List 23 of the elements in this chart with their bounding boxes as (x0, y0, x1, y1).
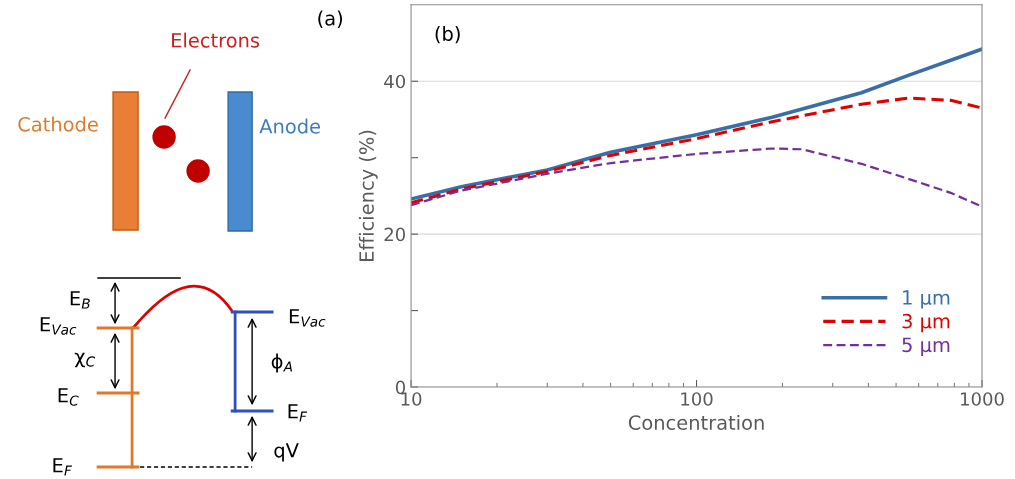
annotation: (b) (435, 25, 460, 44)
legend-label: 3 μm (902, 313, 950, 333)
legend-label: 5 μm (902, 337, 950, 356)
text: E$_{F}$ (53, 458, 72, 476)
text: Electrons (172, 32, 260, 48)
text: E$_{Vac}$ (40, 317, 77, 335)
text: E$_{B}$ (70, 291, 90, 309)
text: E$_{Vac}$ (289, 309, 326, 327)
text: E$_{F}$ (288, 404, 308, 422)
legend-label: 1 μm (903, 290, 950, 309)
text: qV (274, 443, 299, 462)
x-tick-label: 100 (681, 392, 713, 406)
text: χ$_{C}$ (74, 352, 96, 368)
text: E$_{C}$ (58, 388, 79, 406)
x-axis-title: Concentration (628, 414, 764, 430)
y-axis-title: Efficiency (%) (358, 130, 378, 261)
text: (a) (318, 10, 343, 28)
text: Anode (259, 118, 321, 134)
text: Cathode (18, 116, 98, 132)
y-tick-label: 40 (384, 74, 406, 89)
y-tick-label: 20 (384, 227, 406, 242)
x-tick-label: 1000 (961, 392, 1004, 406)
text: ϕ$_{A}$ (271, 353, 293, 373)
